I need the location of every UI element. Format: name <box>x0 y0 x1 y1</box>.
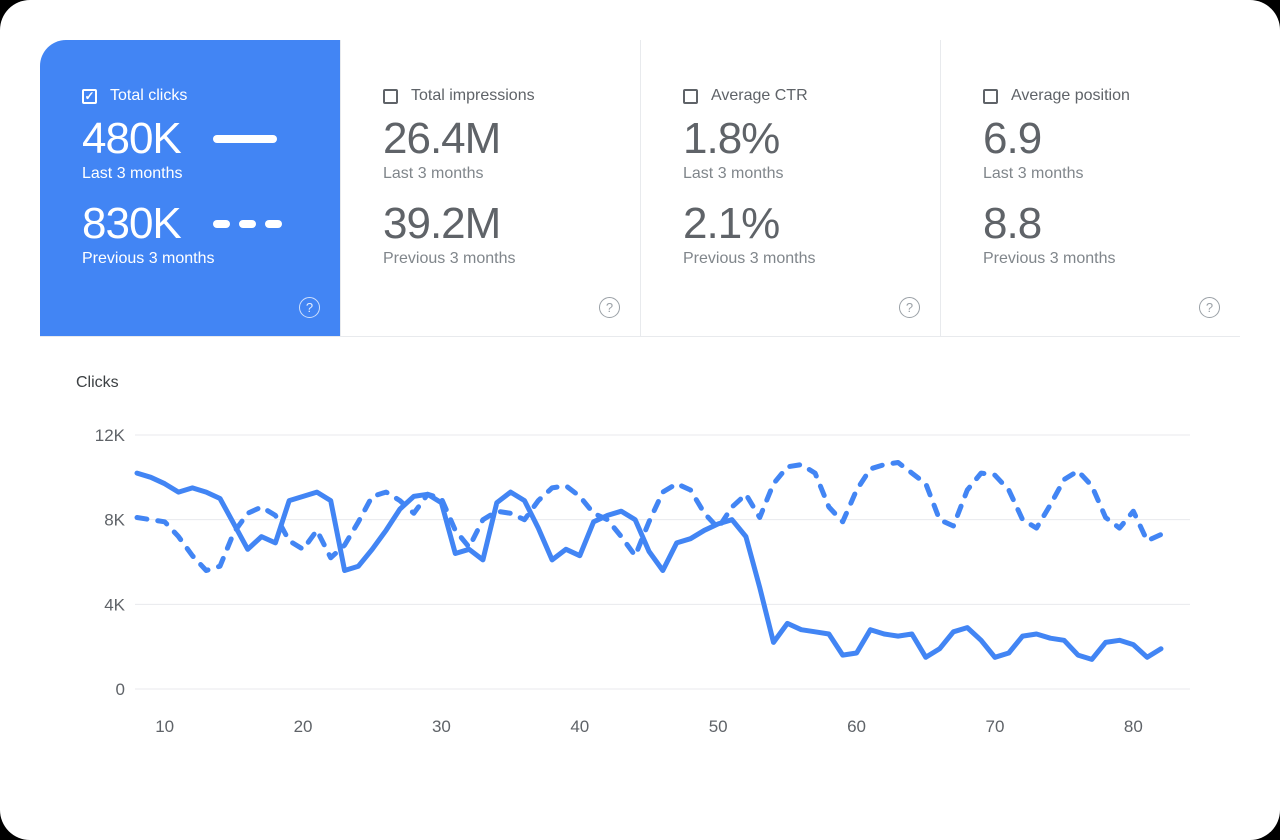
chart-section: Clicks 12K 8K 4K 0 10 20 30 40 50 60 70 80 <box>40 358 1240 745</box>
current-period-label: Last 3 months <box>683 165 784 183</box>
previous-value-row: 2.1% <box>683 199 940 249</box>
clicks-line-chart: 12K 8K 4K 0 10 20 30 40 50 60 70 80 <box>95 426 1190 736</box>
previous-value: 830K <box>82 199 182 249</box>
dashed-line-legend-icon <box>212 220 282 229</box>
metric-card-average-position[interactable]: Average position 6.9 Last 3 months 8.8 P… <box>940 40 1240 336</box>
svg-text:80: 80 <box>1124 717 1143 736</box>
metric-title: Total impressions <box>411 87 535 104</box>
current-value: 1.8% <box>683 114 780 163</box>
metric-title: Average CTR <box>711 87 808 104</box>
current-value-row: 480K <box>82 114 340 163</box>
svg-text:40: 40 <box>570 717 589 736</box>
svg-text:70: 70 <box>985 717 1004 736</box>
average-ctr-checkbox[interactable] <box>683 88 698 104</box>
average-position-checkbox[interactable] <box>983 88 998 104</box>
checkmark-icon: ✓ <box>84 89 95 103</box>
metric-card-total-clicks[interactable]: ✓ Total clicks 480K Last 3 months 830K P… <box>40 40 340 336</box>
help-icon[interactable]: ? <box>299 297 320 318</box>
metric-card-total-impressions[interactable]: Total impressions 26.4M Last 3 months 39… <box>340 40 640 336</box>
metric-header: Average CTR <box>683 86 940 106</box>
svg-text:60: 60 <box>847 717 866 736</box>
svg-text:12K: 12K <box>95 426 126 445</box>
chart-title: Clicks <box>76 374 119 391</box>
current-value-row: 26.4M <box>383 114 640 163</box>
metric-card-average-ctr[interactable]: Average CTR 1.8% Last 3 months 2.1% Prev… <box>640 40 940 336</box>
metric-title: Total clicks <box>110 87 188 104</box>
previous-value: 8.8 <box>983 199 1042 249</box>
svg-text:50: 50 <box>709 717 728 736</box>
metrics-row: ✓ Total clicks 480K Last 3 months 830K P… <box>40 40 1240 337</box>
svg-text:4K: 4K <box>104 595 125 614</box>
metric-title: Average position <box>1011 87 1130 104</box>
previous-period-label: Previous 3 months <box>683 250 816 268</box>
previous-value-row: 830K <box>82 199 340 249</box>
svg-text:20: 20 <box>294 717 313 736</box>
current-value-row: 1.8% <box>683 114 940 163</box>
help-icon[interactable]: ? <box>899 297 920 318</box>
svg-text:10: 10 <box>155 717 174 736</box>
current-value-row: 6.9 <box>983 114 1240 163</box>
previous-period-label: Previous 3 months <box>82 250 215 268</box>
total-impressions-checkbox[interactable] <box>383 88 398 104</box>
current-value: 26.4M <box>383 114 501 163</box>
metric-header: Average position <box>983 86 1240 106</box>
previous-value-row: 39.2M <box>383 199 640 249</box>
svg-text:8K: 8K <box>104 511 125 530</box>
help-icon[interactable]: ? <box>599 297 620 318</box>
svg-text:0: 0 <box>116 680 125 699</box>
current-period-label: Last 3 months <box>383 165 484 183</box>
previous-value: 2.1% <box>683 199 780 249</box>
solid-line-legend-icon <box>212 135 277 144</box>
metric-header: ✓ Total clicks <box>82 86 340 106</box>
current-period-label: Last 3 months <box>82 165 183 183</box>
current-value: 6.9 <box>983 114 1042 163</box>
current-value: 480K <box>82 114 182 163</box>
svg-text:30: 30 <box>432 717 451 736</box>
metric-header: Total impressions <box>383 86 640 106</box>
current-period-label: Last 3 months <box>983 165 1084 183</box>
total-clicks-checkbox[interactable]: ✓ <box>82 88 97 104</box>
previous-period-label: Previous 3 months <box>983 250 1116 268</box>
previous-value: 39.2M <box>383 199 501 249</box>
help-icon[interactable]: ? <box>1199 297 1220 318</box>
previous-value-row: 8.8 <box>983 199 1240 249</box>
previous-period-label: Previous 3 months <box>383 250 516 268</box>
